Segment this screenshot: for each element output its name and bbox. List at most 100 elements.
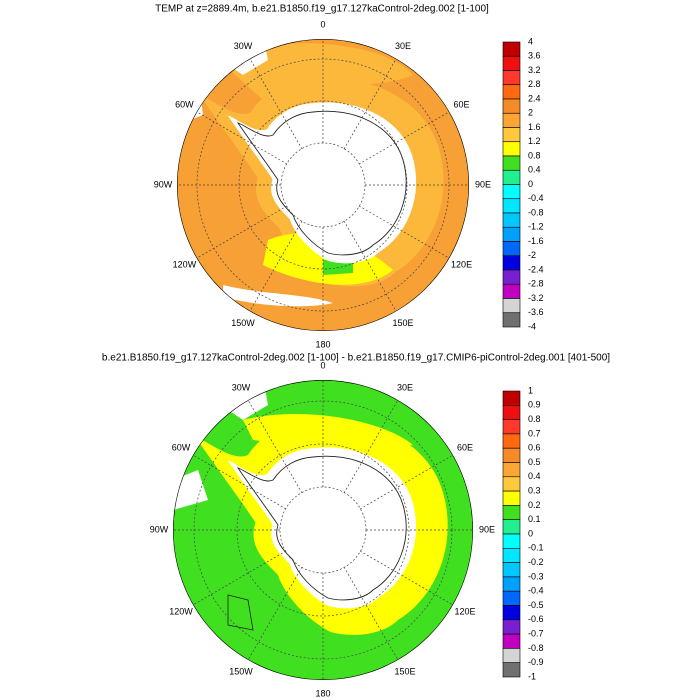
colorbar-label: 0 bbox=[528, 179, 533, 189]
colorbar-box bbox=[502, 576, 521, 592]
colorbar-box bbox=[502, 141, 521, 157]
colorbar-label: 0.8 bbox=[528, 414, 541, 424]
colorbar-box bbox=[502, 112, 521, 128]
colorbar-label: -2 bbox=[528, 250, 536, 260]
colorbar-box bbox=[502, 198, 521, 214]
colorbar-label: -0.8 bbox=[528, 643, 544, 653]
colorbar-box bbox=[502, 447, 521, 463]
colorbar-label: 0.4 bbox=[528, 165, 541, 175]
colorbar-label: 0.5 bbox=[528, 457, 541, 467]
colorbar-label: -0.2 bbox=[528, 557, 544, 567]
colorbar-box bbox=[502, 462, 521, 478]
colorbar-box bbox=[502, 41, 521, 57]
colorbar-label: 1.2 bbox=[528, 136, 541, 146]
longitude-label: 150E bbox=[392, 318, 413, 328]
colorbar-box bbox=[502, 490, 521, 506]
colorbar-label: 2 bbox=[528, 108, 533, 118]
colorbar-label: -0.5 bbox=[528, 600, 544, 610]
colorbar-label: 0.4 bbox=[528, 471, 541, 481]
colorbar-label: 3.2 bbox=[528, 65, 541, 75]
longitude-label: 90E bbox=[479, 524, 495, 534]
longitude-label: 180 bbox=[315, 339, 330, 349]
colorbar-box bbox=[502, 169, 521, 185]
colorbar-box bbox=[502, 533, 521, 549]
colorbar-label: -0.8 bbox=[528, 207, 544, 217]
colorbar-box bbox=[502, 433, 521, 449]
colorbar-label: -0.3 bbox=[528, 571, 544, 581]
colorbar-box bbox=[502, 184, 521, 200]
longitude-label: 60E bbox=[457, 442, 473, 452]
colorbar-label: -1.2 bbox=[528, 222, 544, 232]
longitude-label: 60W bbox=[172, 442, 191, 452]
map-1 bbox=[177, 39, 469, 331]
colorbar-box bbox=[502, 255, 521, 271]
colorbar-label: 0.8 bbox=[528, 150, 541, 160]
colorbar-box bbox=[502, 212, 521, 228]
colorbar-label: -0.4 bbox=[528, 586, 544, 596]
colorbar-label: -0.1 bbox=[528, 543, 544, 553]
colorbar-box bbox=[502, 390, 521, 406]
longitude-label: 180 bbox=[315, 688, 330, 698]
colorbar-box bbox=[502, 269, 521, 285]
colorbar-box bbox=[502, 283, 521, 299]
colorbar-label: -0.9 bbox=[528, 657, 544, 667]
colorbar-label: 0.1 bbox=[528, 514, 541, 524]
colorbar-label: 0.7 bbox=[528, 428, 541, 438]
longitude-label: 120W bbox=[169, 606, 193, 616]
colorbar-box bbox=[502, 226, 521, 242]
longitude-label: 60E bbox=[454, 99, 470, 109]
colorbar-label: 0.9 bbox=[528, 400, 541, 410]
colorbar-box bbox=[502, 404, 521, 420]
colorbar-label: -0.7 bbox=[528, 628, 544, 638]
colorbar-label: -1 bbox=[528, 671, 536, 681]
colorbar-label: 2.8 bbox=[528, 79, 541, 89]
colorbar-box bbox=[502, 155, 521, 171]
longitude-label: 30E bbox=[397, 382, 413, 392]
colorbar-box bbox=[502, 298, 521, 314]
colorbar-box bbox=[502, 70, 521, 86]
longitude-label: 120E bbox=[455, 606, 476, 616]
colorbar-label: 2.4 bbox=[528, 93, 541, 103]
colorbar-box bbox=[502, 84, 521, 100]
longitude-label: 90W bbox=[154, 179, 173, 189]
colorbar-box bbox=[502, 519, 521, 535]
colorbar-label: -2.4 bbox=[528, 264, 544, 274]
map-2 bbox=[173, 380, 473, 680]
colorbar-label: -2.8 bbox=[528, 279, 544, 289]
colorbar-label: -3.2 bbox=[528, 293, 544, 303]
colorbar-box bbox=[502, 55, 521, 71]
longitude-label: 0 bbox=[320, 360, 325, 370]
longitude-label: 0 bbox=[320, 19, 325, 29]
longitude-label: 60W bbox=[175, 99, 194, 109]
longitude-label: 30W bbox=[232, 382, 251, 392]
longitude-label: 150E bbox=[394, 666, 415, 676]
colorbar-label: -0.4 bbox=[528, 193, 544, 203]
longitude-label: 30E bbox=[395, 41, 411, 51]
colorbar-box bbox=[502, 648, 521, 664]
colorbar-label: 1 bbox=[528, 385, 533, 395]
colorbar-box bbox=[502, 547, 521, 563]
longitude-label: 30W bbox=[234, 41, 253, 51]
colorbar-box bbox=[502, 662, 521, 678]
colorbar-box bbox=[502, 605, 521, 621]
colorbar-box bbox=[502, 476, 521, 492]
longitude-label: 120E bbox=[451, 259, 472, 269]
colorbar-label: 0.3 bbox=[528, 485, 541, 495]
longitude-label: 90W bbox=[150, 524, 169, 534]
colorbar-label: -0.6 bbox=[528, 614, 544, 624]
colorbar-label: 0.2 bbox=[528, 500, 541, 510]
colorbar-box bbox=[502, 633, 521, 649]
longitude-label: 90E bbox=[475, 179, 491, 189]
colorbar-label: -4 bbox=[528, 321, 536, 331]
panel-title: TEMP at z=2889.4m, b.e21.B1850.f19_g17.1… bbox=[155, 4, 489, 15]
colorbar-box bbox=[502, 419, 521, 435]
colorbar-box bbox=[502, 590, 521, 606]
longitude-label: 150W bbox=[229, 666, 253, 676]
colorbar-box bbox=[502, 619, 521, 635]
colorbar-label: 0 bbox=[528, 528, 533, 538]
colorbar-box bbox=[502, 562, 521, 578]
colorbar-label: 1.6 bbox=[528, 122, 541, 132]
colorbar-label: -3.6 bbox=[528, 307, 544, 317]
colorbar-box bbox=[502, 98, 521, 114]
